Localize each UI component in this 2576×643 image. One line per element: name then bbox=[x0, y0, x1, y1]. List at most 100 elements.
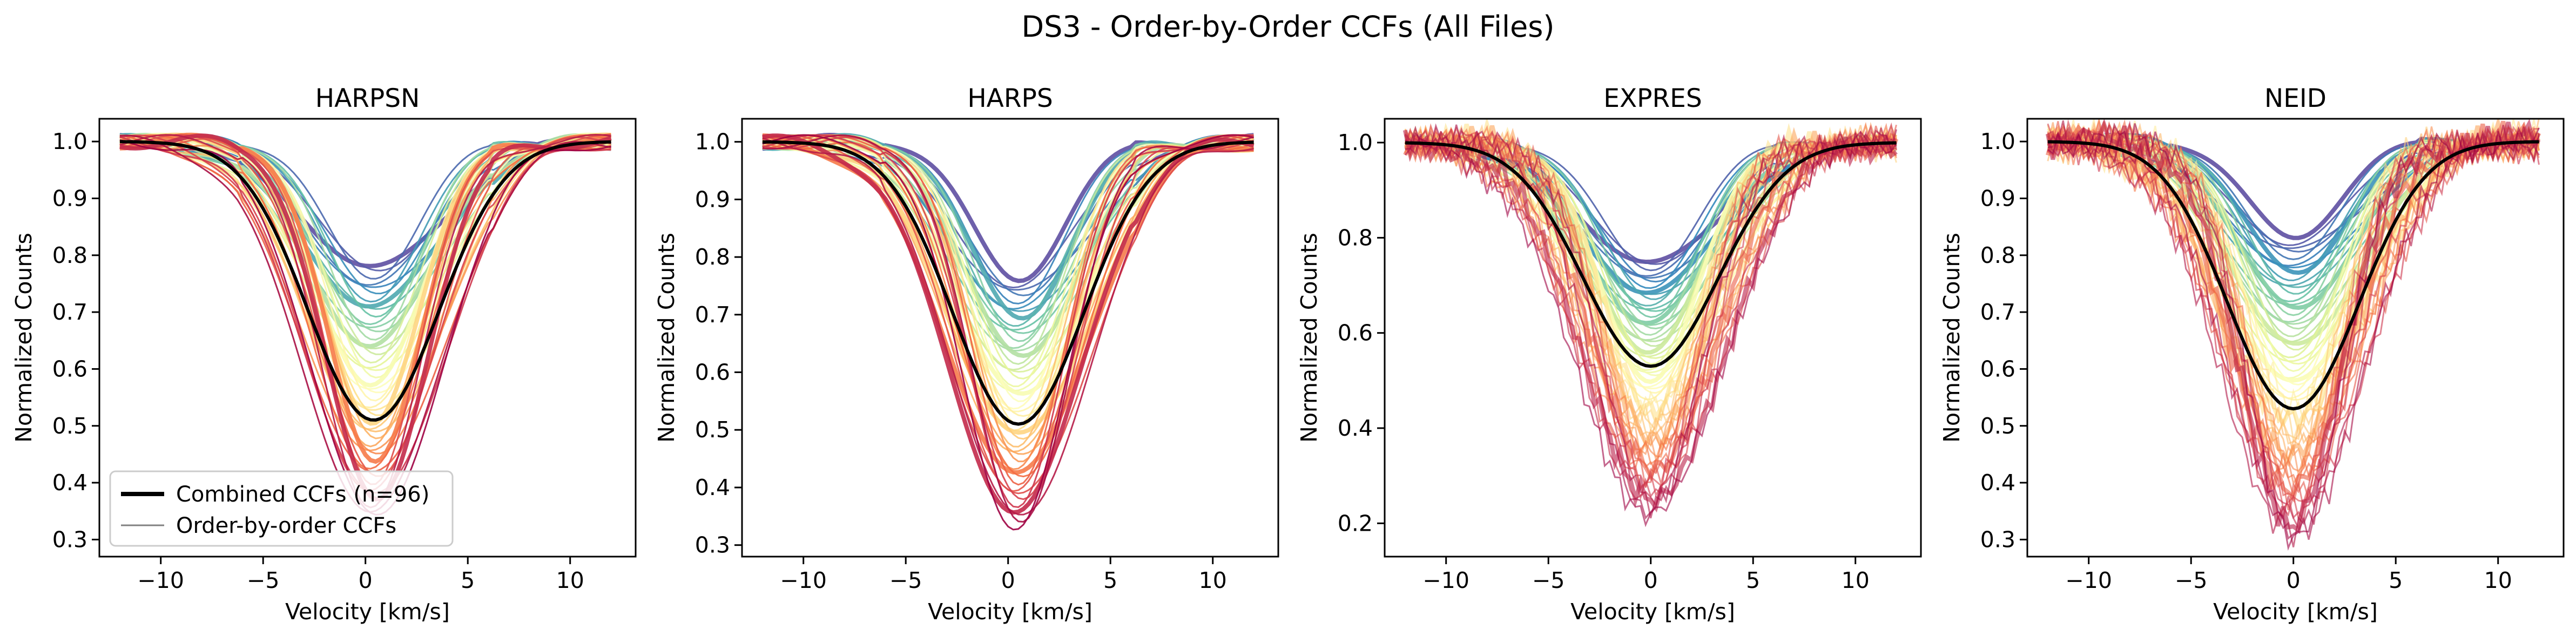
order-ccf-line bbox=[762, 134, 1254, 531]
y-tick-label: 0.6 bbox=[695, 360, 730, 385]
y-tick-label: 0.6 bbox=[52, 356, 87, 382]
order-ccf-line bbox=[762, 134, 1254, 523]
plot-area bbox=[2045, 119, 2541, 551]
order-ccf-line bbox=[762, 135, 1254, 495]
order-ccf-line bbox=[1404, 121, 1897, 473]
order-ccf-line bbox=[762, 134, 1254, 402]
order-ccf-line bbox=[119, 133, 611, 364]
order-ccf-line bbox=[2047, 122, 2540, 551]
x-tick-label: 5 bbox=[1746, 567, 1760, 593]
combined-ccf-line bbox=[119, 140, 611, 422]
axes-frame bbox=[741, 118, 1279, 558]
y-tick-label: 0.5 bbox=[695, 417, 730, 443]
order-ccf-line bbox=[761, 138, 1255, 396]
y-tick-label: 0.7 bbox=[52, 299, 87, 325]
y-tick-label: 0.7 bbox=[695, 302, 730, 328]
order-ccf-line bbox=[2047, 120, 2540, 476]
y-axis-label: Normalized Counts bbox=[653, 233, 679, 443]
order-ccf-line bbox=[1405, 137, 1897, 394]
combined-ccf-line bbox=[1405, 141, 1897, 368]
panel-expres: −10 −5 0 5 10 0.2 0.4 0.6 0.8 1.0 EXPRES Velocity [… bbox=[1296, 84, 1922, 625]
y-tick-label: 1.0 bbox=[52, 128, 87, 154]
y-axis-label: Normalized Counts bbox=[1939, 233, 1965, 443]
order-ccf-line bbox=[762, 134, 1254, 425]
y-tick-label: 0.6 bbox=[1338, 320, 1373, 346]
x-tick-label: −10 bbox=[137, 567, 184, 593]
y-tick-label: 0.4 bbox=[695, 475, 730, 500]
panel-title: HARPSN bbox=[315, 84, 420, 113]
order-ccf-line bbox=[119, 134, 611, 390]
order-ccf-line bbox=[2047, 123, 2540, 472]
y-tick-label: 0.7 bbox=[1980, 299, 2015, 325]
axes-frame bbox=[2026, 118, 2565, 558]
order-ccf-line bbox=[119, 134, 611, 448]
order-ccf-line bbox=[762, 140, 1254, 334]
order-ccf-line bbox=[119, 135, 611, 411]
order-ccf-line bbox=[1405, 125, 1897, 465]
order-ccf-line bbox=[762, 134, 1254, 448]
order-ccf-line bbox=[2047, 126, 2540, 445]
order-ccf-line bbox=[762, 136, 1254, 373]
order-ccf-line bbox=[1404, 130, 1897, 498]
figure-title: DS3 - Order-by-Order CCFs (All Files) bbox=[1021, 10, 1555, 44]
y-tick-label: 1.0 bbox=[695, 129, 730, 155]
panel-title: EXPRES bbox=[1603, 84, 1702, 113]
axes-frame bbox=[1384, 118, 1922, 558]
order-ccf-line bbox=[119, 135, 611, 355]
x-axis-label: Velocity [km/s] bbox=[1570, 599, 1735, 625]
x-axis-label: Velocity [km/s] bbox=[928, 599, 1093, 625]
order-ccf-line bbox=[119, 134, 611, 451]
order-ccf-line bbox=[119, 132, 611, 426]
legend-label: Order-by-order CCFs bbox=[176, 513, 396, 538]
y-tick-label: 0.4 bbox=[1338, 415, 1373, 441]
x-tick-label: 0 bbox=[2287, 567, 2301, 593]
panel-title: NEID bbox=[2264, 84, 2327, 113]
y-tick-label: 0.3 bbox=[1980, 526, 2015, 552]
x-tick-label: 5 bbox=[461, 567, 475, 593]
y-axis-label: Normalized Counts bbox=[1296, 233, 1322, 443]
panel-title: HARPS bbox=[967, 84, 1053, 113]
order-ccf-line bbox=[119, 134, 611, 369]
y-tick-label: 0.4 bbox=[52, 470, 87, 496]
x-tick-label: −10 bbox=[1422, 567, 1469, 593]
x-tick-label: −5 bbox=[247, 567, 279, 593]
x-tick-label: 0 bbox=[1001, 567, 1015, 593]
order-ccf-line bbox=[119, 138, 611, 310]
x-tick-label: −5 bbox=[889, 567, 922, 593]
y-tick-label: 0.8 bbox=[1980, 242, 2015, 268]
order-ccf-line bbox=[119, 136, 611, 494]
order-ccf-line bbox=[761, 135, 1255, 358]
order-ccf-line bbox=[762, 134, 1254, 410]
order-ccf-line bbox=[119, 134, 611, 378]
x-tick-label: −5 bbox=[1532, 567, 1565, 593]
order-ccf-line bbox=[119, 132, 612, 349]
x-tick-label: 0 bbox=[1644, 567, 1658, 593]
plot-area bbox=[761, 132, 1255, 531]
order-ccf-line bbox=[2047, 122, 2540, 469]
order-ccf-line bbox=[762, 133, 1254, 475]
order-ccf-line bbox=[2047, 130, 2540, 523]
panel-neid: −10 −5 0 5 10 0.3 0.4 0.5 0.6 0.7 0.8 0.9 1.0 NEID Vel… bbox=[1939, 84, 2565, 625]
order-ccf-line bbox=[2047, 119, 2540, 522]
x-tick-label: 10 bbox=[2484, 567, 2512, 593]
x-tick-label: −5 bbox=[2175, 567, 2207, 593]
order-ccf-line bbox=[762, 137, 1254, 516]
legend: Combined CCFs (n=96) Order-by-order CCFs bbox=[109, 470, 454, 547]
order-ccf-line bbox=[119, 134, 611, 329]
combined-ccf-line bbox=[762, 140, 1254, 426]
order-ccf-line bbox=[762, 134, 1254, 463]
order-ccf-line bbox=[119, 133, 611, 485]
legend-label: Combined CCFs (n=96) bbox=[176, 482, 429, 507]
y-tick-label: 1.0 bbox=[1980, 128, 2015, 154]
order-ccf-line bbox=[762, 134, 1254, 453]
axes-frame bbox=[98, 118, 637, 558]
y-tick-label: 0.6 bbox=[1980, 356, 2015, 382]
order-ccf-line bbox=[1405, 126, 1897, 432]
x-tick-label: 0 bbox=[359, 567, 373, 593]
y-tick-label: 0.9 bbox=[52, 185, 87, 211]
order-ccf-line bbox=[2047, 131, 2540, 540]
order-ccf-line bbox=[2047, 136, 2539, 386]
order-ccf-line bbox=[762, 134, 1254, 349]
panel-harpsn: −10 −5 0 5 10 0.3 0.4 0.5 0.6 0.7 0.8 0.9 1.0 HARPSN V… bbox=[11, 84, 637, 625]
